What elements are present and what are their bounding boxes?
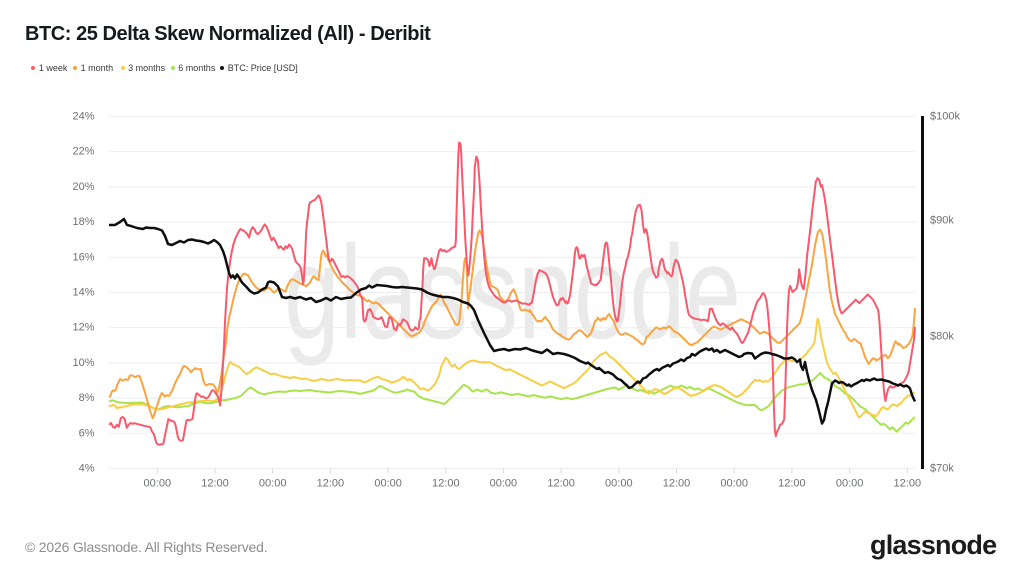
svg-text:18%: 18% (72, 216, 94, 228)
svg-text:14%: 14% (72, 287, 94, 299)
svg-text:8%: 8% (79, 392, 95, 404)
svg-text:20%: 20% (72, 181, 94, 193)
svg-text:12:00: 12:00 (317, 478, 345, 490)
svg-text:22%: 22% (72, 146, 94, 158)
svg-text:$90k: $90k (930, 215, 954, 227)
svg-text:12:00: 12:00 (432, 478, 460, 490)
svg-text:$100k: $100k (930, 111, 960, 123)
svg-text:00:00: 00:00 (490, 478, 518, 490)
svg-text:$80k: $80k (930, 331, 954, 343)
svg-text:00:00: 00:00 (259, 478, 287, 490)
svg-text:12:00: 12:00 (201, 478, 229, 490)
svg-text:12:00: 12:00 (663, 478, 691, 490)
svg-text:00:00: 00:00 (720, 478, 748, 490)
svg-text:6%: 6% (79, 427, 95, 439)
svg-text:12:00: 12:00 (778, 478, 806, 490)
svg-text:24%: 24% (72, 111, 94, 123)
svg-text:12:00: 12:00 (894, 478, 922, 490)
svg-text:$70k: $70k (930, 463, 954, 475)
svg-text:00:00: 00:00 (374, 478, 402, 490)
svg-text:00:00: 00:00 (605, 478, 633, 490)
svg-text:00:00: 00:00 (836, 478, 864, 490)
svg-text:4%: 4% (79, 463, 95, 475)
svg-text:12:00: 12:00 (547, 478, 575, 490)
svg-text:10%: 10% (72, 357, 94, 369)
svg-text:00:00: 00:00 (144, 478, 172, 490)
svg-text:16%: 16% (72, 251, 94, 263)
svg-text:12%: 12% (72, 322, 94, 334)
